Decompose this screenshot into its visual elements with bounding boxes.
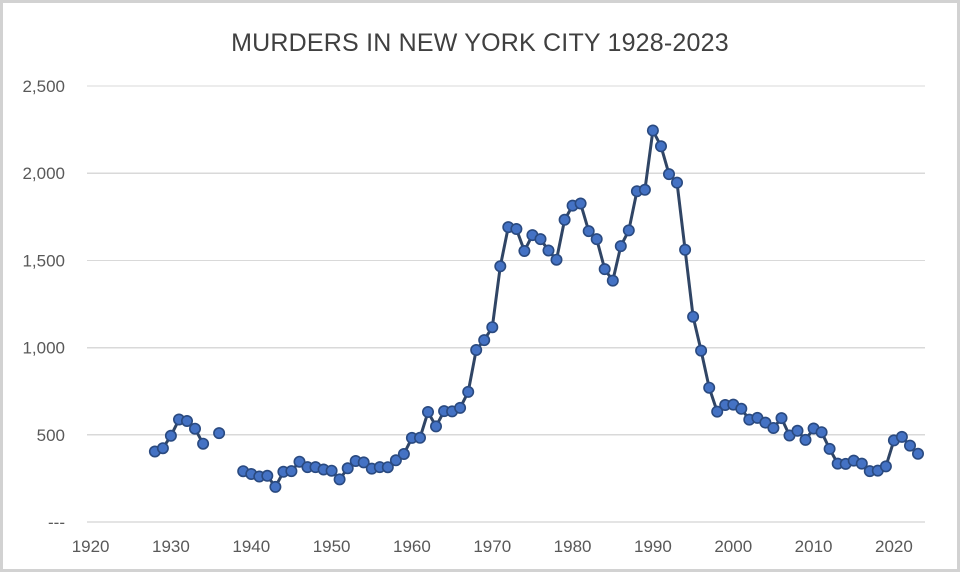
data-point-marker [325,464,338,477]
data-point-marker [197,437,210,450]
data-point-marker [558,213,571,226]
data-point-marker [213,427,226,440]
data-point-marker [478,334,491,347]
data-point-marker [486,321,499,334]
data-point-marker [911,447,924,460]
series-murders [148,124,924,493]
data-point-marker [261,469,274,482]
data-point-marker [582,225,595,238]
data-point-marker [397,447,410,460]
data-point-marker [759,416,772,429]
data-point-marker [799,433,812,446]
data-point-marker [494,260,507,273]
data-point-marker [606,274,619,287]
x-axis-tick-label: 1970 [473,537,511,556]
data-point-marker [815,426,828,439]
gridlines [87,85,925,523]
y-axis-tick-label: 1,500 [22,251,65,270]
data-point-marker [454,401,467,414]
data-point-marker [550,253,563,266]
data-point-marker [711,405,724,418]
data-point-marker [542,244,555,257]
x-axis-tick-label: 2000 [714,537,752,556]
data-point-marker [622,224,635,237]
x-axis-tick-label: 1940 [232,537,270,556]
data-point-marker [421,405,434,418]
data-point-marker [293,455,306,468]
x-axis-tick-label: 1980 [554,537,592,556]
data-point-marker [679,243,692,256]
data-point-marker [879,460,892,473]
data-point-marker [285,465,298,478]
data-point-marker [823,442,836,455]
data-point-marker [269,480,282,493]
x-axis-tick-label: 1930 [152,537,190,556]
data-point-marker [654,140,667,153]
data-point-marker [695,344,708,357]
data-point-marker [646,124,659,137]
x-axis-tick-label: 1920 [72,537,110,556]
data-point-marker [903,439,916,452]
data-point-marker [341,462,354,475]
chart-title: MURDERS IN NEW YORK CITY 1928-2023 [231,29,729,57]
data-point-marker [518,245,531,258]
data-point-marker [429,420,442,433]
data-point-marker [638,183,651,196]
data-point-marker [703,381,716,394]
y-axis-tick-label: 2,000 [22,164,65,183]
data-point-marker [767,421,780,434]
data-point-marker [156,442,169,455]
data-point-marker [590,233,603,246]
x-axis-tick-label: 2020 [875,537,913,556]
data-point-marker [189,422,202,435]
data-point-marker [775,412,788,425]
data-point-marker [164,429,177,442]
data-point-marker [598,263,611,276]
y-axis-tick-label: 500 [37,426,65,445]
data-point-marker [574,197,587,210]
x-axis: 1920 1930 1940 1950 1960 1970 1980 1990 2000 2010… [72,537,913,556]
data-point-marker [357,456,370,469]
data-point-marker [735,402,748,415]
data-point-marker [662,168,675,181]
y-axis-tick-label: 2,500 [22,77,65,96]
data-point-marker [614,240,627,253]
data-point-marker [333,473,346,486]
data-point-marker [687,310,700,323]
data-point-marker [470,343,483,356]
data-point-marker [895,430,908,443]
data-point-marker [181,414,194,427]
data-point-marker [855,457,868,470]
data-point-marker [462,385,475,398]
y-axis: --- 500 1,000 1,500 2,000 2,500 [22,77,65,532]
x-axis-tick-label: 1990 [634,537,672,556]
y-axis-tick-label: 1,000 [22,339,65,358]
data-point-marker [510,223,523,236]
data-point-marker [381,461,394,474]
y-axis-tick-label: --- [48,513,65,532]
x-axis-tick-label: 1950 [313,537,351,556]
x-axis-tick-label: 1960 [393,537,431,556]
data-point-marker [534,233,547,246]
x-axis-tick-label: 2010 [795,537,833,556]
data-point-marker [413,431,426,444]
data-point-marker [389,454,402,467]
data-point-marker [791,424,804,437]
series-line [153,129,920,489]
data-point-marker [670,176,683,189]
